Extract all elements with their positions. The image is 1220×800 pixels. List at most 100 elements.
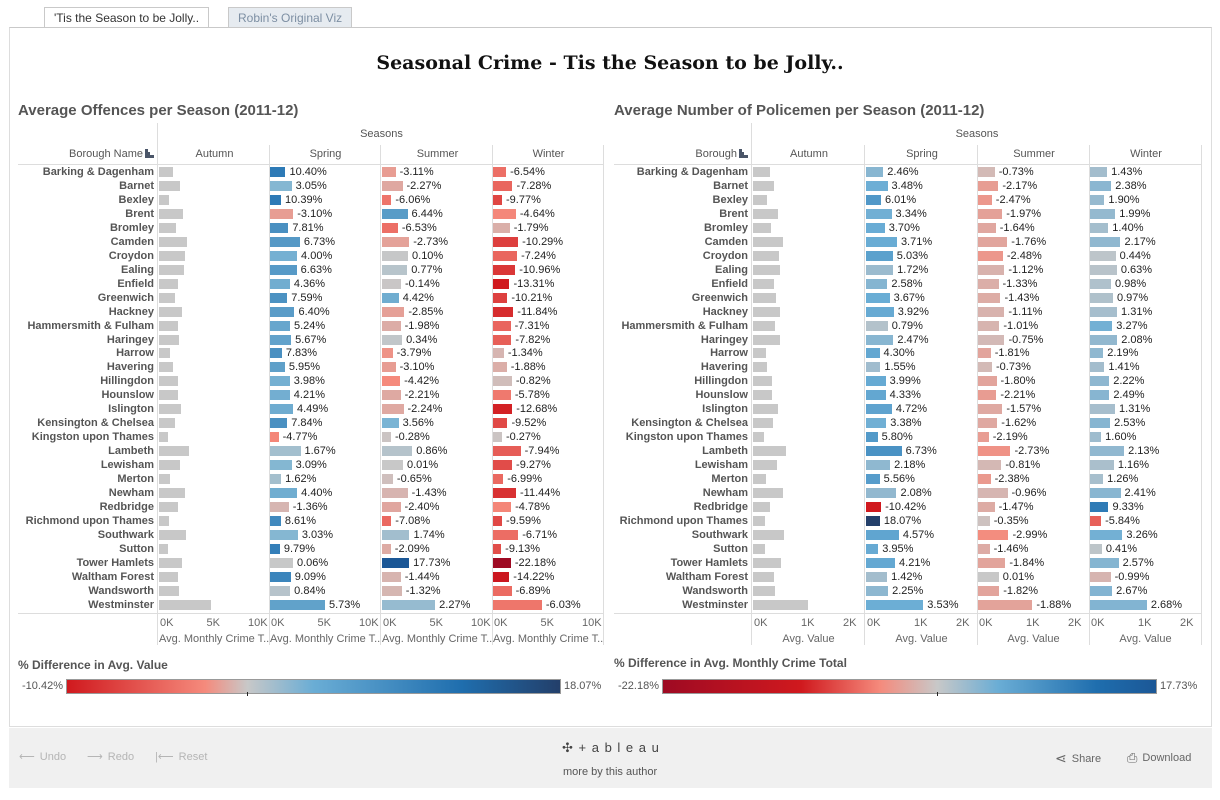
bar-spring[interactable]	[270, 446, 301, 457]
bar-summer[interactable]	[382, 446, 413, 457]
bar-spring[interactable]	[270, 516, 281, 526]
bar-summer[interactable]	[978, 222, 996, 233]
borough-label[interactable]: Bexley	[118, 193, 154, 206]
bar-autumn[interactable]	[159, 404, 181, 415]
bar-winter[interactable]	[493, 460, 513, 471]
borough-label[interactable]: Kensington & Chelsea	[631, 417, 748, 430]
bar-winter[interactable]	[493, 516, 503, 526]
bar-summer[interactable]	[382, 222, 398, 233]
bar-autumn[interactable]	[753, 292, 776, 303]
bar-autumn[interactable]	[753, 446, 787, 457]
bar-summer[interactable]	[382, 585, 402, 596]
row-header[interactable]: Borough	[614, 148, 748, 160]
bar-winter[interactable]	[1090, 390, 1110, 401]
bar-autumn[interactable]	[753, 488, 783, 499]
bar-winter[interactable]	[1090, 208, 1116, 219]
bar-winter[interactable]	[1090, 460, 1114, 471]
bar-summer[interactable]	[978, 250, 1003, 261]
bar-autumn[interactable]	[753, 320, 775, 331]
bar-autumn[interactable]	[753, 180, 774, 191]
bar-autumn[interactable]	[753, 474, 766, 485]
bar-winter[interactable]	[493, 320, 511, 331]
bar-spring[interactable]	[866, 180, 888, 191]
bar-summer[interactable]	[382, 334, 403, 345]
bar-autumn[interactable]	[753, 362, 768, 373]
borough-label[interactable]: Lewisham	[100, 459, 154, 472]
bar-spring[interactable]	[866, 390, 886, 401]
bar-spring[interactable]	[866, 516, 880, 526]
bar-spring[interactable]	[270, 432, 279, 443]
borough-label[interactable]: Hammersmith & Fulham	[621, 319, 748, 332]
bar-autumn[interactable]	[753, 278, 774, 289]
bar-summer[interactable]	[382, 278, 401, 289]
borough-label[interactable]: Croydon	[702, 249, 748, 262]
bar-winter[interactable]	[1090, 502, 1109, 513]
borough-label[interactable]: Sutton	[119, 542, 154, 555]
bar-spring[interactable]	[270, 529, 298, 540]
borough-label[interactable]: Hammersmith & Fulham	[27, 319, 154, 332]
borough-label[interactable]: Havering	[700, 361, 748, 374]
bar-spring[interactable]	[270, 474, 282, 485]
borough-label[interactable]: Havering	[106, 361, 154, 374]
borough-label[interactable]: Tower Hamlets	[76, 556, 154, 569]
borough-label[interactable]: Ealing	[714, 263, 748, 276]
bar-autumn[interactable]	[753, 529, 785, 540]
bar-summer[interactable]	[978, 376, 997, 387]
bar-winter[interactable]	[1090, 432, 1102, 443]
borough-label[interactable]: Camden	[110, 235, 154, 248]
bar-spring[interactable]	[270, 320, 290, 331]
more-by-author-link[interactable]: more by this author	[563, 766, 658, 778]
bar-summer[interactable]	[382, 194, 392, 205]
bar-autumn[interactable]	[159, 557, 182, 568]
undo-button[interactable]: ⟵ Undo	[19, 750, 66, 764]
bar-autumn[interactable]	[753, 376, 772, 387]
bar-autumn[interactable]	[159, 446, 189, 457]
bar-winter[interactable]	[1090, 167, 1108, 177]
borough-label[interactable]: Haringey	[106, 333, 154, 346]
bar-winter[interactable]	[1090, 194, 1105, 205]
bar-winter[interactable]	[1090, 278, 1111, 289]
bar-summer[interactable]	[382, 599, 436, 610]
bar-summer[interactable]	[382, 236, 410, 247]
bar-spring[interactable]	[270, 306, 295, 317]
row-header[interactable]: Borough Name	[18, 148, 154, 160]
borough-label[interactable]: Haringey	[700, 333, 748, 346]
bar-winter[interactable]	[1090, 474, 1104, 485]
bar-spring[interactable]	[866, 446, 902, 457]
bar-summer[interactable]	[978, 278, 999, 289]
borough-label[interactable]: Greenwich	[97, 291, 154, 304]
bar-winter[interactable]	[1090, 404, 1116, 415]
bar-autumn[interactable]	[753, 208, 778, 219]
bar-winter[interactable]	[493, 334, 512, 345]
bar-spring[interactable]	[866, 222, 885, 233]
bar-summer[interactable]	[382, 348, 393, 359]
borough-label[interactable]: Ealing	[120, 263, 154, 276]
borough-label[interactable]: Redbridge	[99, 501, 154, 514]
borough-label[interactable]: Hillingdon	[100, 375, 154, 388]
bar-autumn[interactable]	[753, 334, 780, 345]
bar-summer[interactable]	[382, 418, 399, 429]
bar-autumn[interactable]	[159, 278, 178, 289]
bar-winter[interactable]	[493, 222, 510, 233]
bar-spring[interactable]	[866, 543, 879, 554]
bar-spring[interactable]	[270, 599, 325, 610]
bar-autumn[interactable]	[159, 516, 169, 526]
bar-winter[interactable]	[1090, 543, 1102, 554]
bar-spring[interactable]	[270, 488, 298, 499]
bar-summer[interactable]	[978, 432, 989, 443]
borough-label[interactable]: Newham	[108, 487, 154, 500]
bar-winter[interactable]	[493, 390, 511, 401]
borough-label[interactable]: Hackney	[108, 305, 154, 318]
share-button[interactable]: ⋖ Share	[1055, 750, 1101, 767]
season-header-autumn[interactable]: Autumn	[195, 148, 234, 160]
bar-spring[interactable]	[270, 236, 300, 247]
bar-winter[interactable]	[1090, 418, 1111, 429]
bar-summer[interactable]	[978, 488, 1008, 499]
borough-label[interactable]: Islington	[108, 403, 154, 416]
bar-summer[interactable]	[382, 474, 393, 485]
bar-summer[interactable]	[382, 460, 403, 471]
bar-spring[interactable]	[866, 599, 924, 610]
bar-spring[interactable]	[270, 557, 293, 568]
bar-spring[interactable]	[270, 362, 285, 373]
bar-winter[interactable]	[1090, 250, 1116, 261]
